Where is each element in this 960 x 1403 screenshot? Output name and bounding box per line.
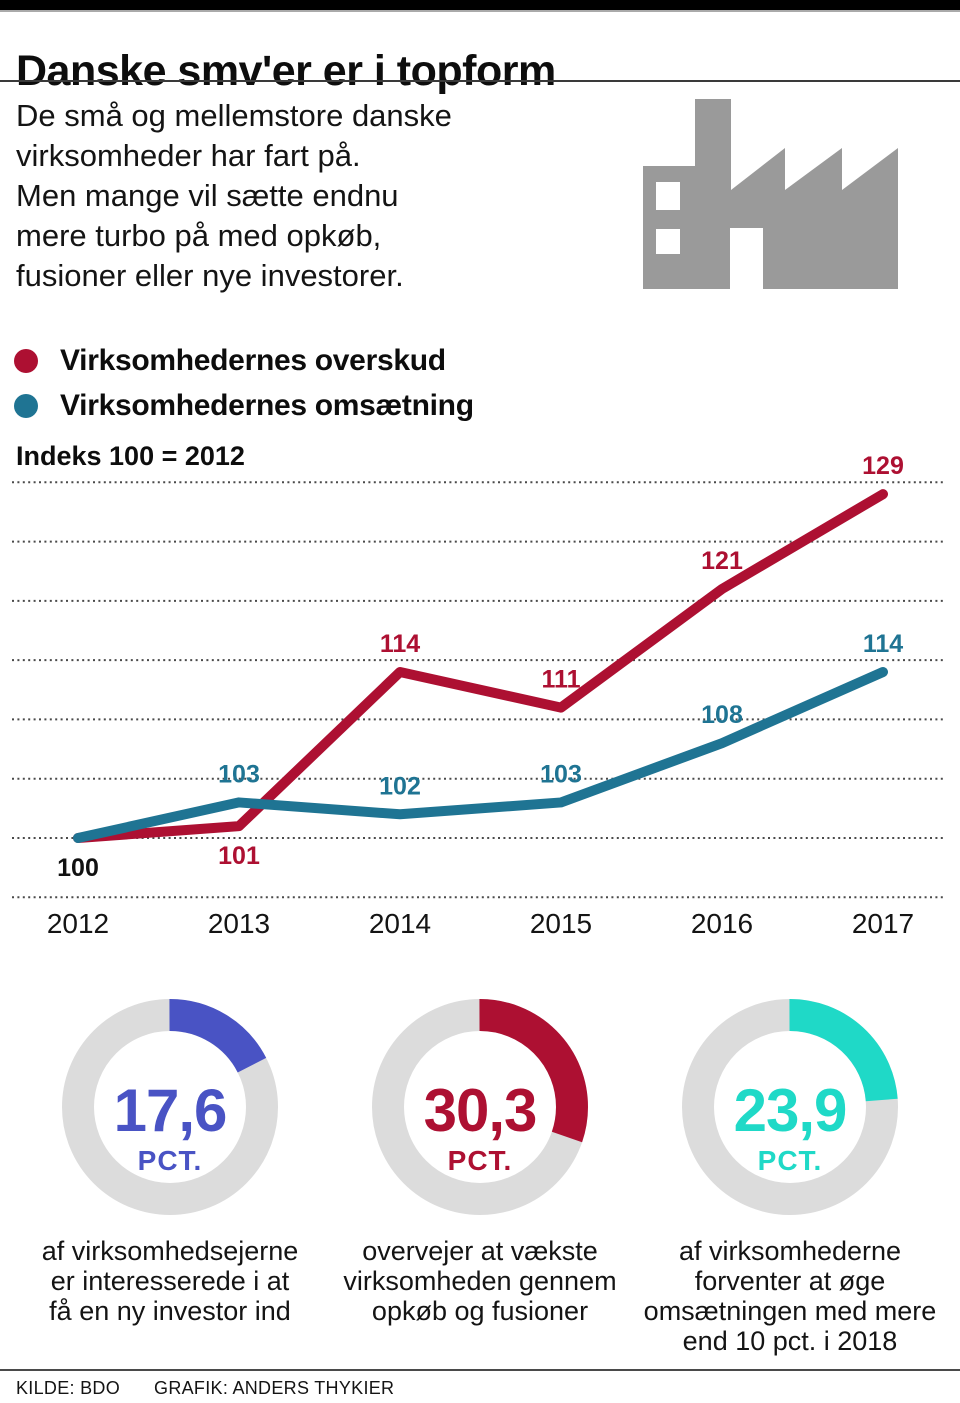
- svg-text:114: 114: [863, 630, 903, 658]
- donut-caption: af virksomhederne forventer at øge omsæt…: [643, 1236, 937, 1356]
- svg-text:100: 100: [57, 854, 99, 882]
- donut-value: 17,6: [113, 1077, 228, 1144]
- source-label: KILDE: BDO: [16, 1378, 121, 1398]
- svg-text:2013: 2013: [208, 908, 270, 939]
- legend-dot-red-icon: [14, 348, 38, 373]
- svg-text:101: 101: [218, 842, 260, 870]
- svg-text:2015: 2015: [530, 908, 592, 939]
- donut-unit: PCT.: [447, 1145, 513, 1176]
- top-bar: [0, 0, 960, 12]
- legend-label: Virksomhedernes omsætning: [60, 388, 474, 422]
- donut-center: 30,3 PCT.: [370, 1081, 590, 1175]
- svg-text:2014: 2014: [369, 908, 431, 939]
- donut-chart-new-investor: 17,6 PCT.: [60, 997, 280, 1217]
- donut-center: 23,9 PCT.: [680, 1081, 900, 1175]
- donut-arc: [372, 999, 588, 1215]
- donut-caption: af virksomhedsejerne er interesserede i …: [41, 1236, 299, 1326]
- title-divider: [0, 80, 960, 82]
- svg-text:102: 102: [379, 772, 421, 800]
- legend-label: Virksomhedernes overskud: [60, 343, 446, 377]
- donut-value: 30,3: [423, 1077, 538, 1144]
- legend-dot-teal-icon: [14, 393, 38, 418]
- donut-value: 23,9: [733, 1077, 848, 1144]
- footer: KILDE: BDO GRAFIK: ANDERS THYKIER: [16, 1378, 428, 1399]
- donut-unit: PCT.: [757, 1145, 823, 1176]
- svg-text:114: 114: [380, 630, 420, 658]
- svg-text:108: 108: [701, 701, 743, 729]
- svg-text:2012: 2012: [47, 908, 109, 939]
- donut-center: 17,6 PCT.: [60, 1081, 280, 1175]
- svg-text:103: 103: [540, 760, 582, 788]
- donut-unit: PCT.: [137, 1145, 203, 1176]
- intro-text: De små og mellemstore danske virksomhede…: [16, 98, 452, 293]
- factory-window-icon: [656, 229, 680, 254]
- svg-text:129: 129: [862, 452, 904, 480]
- svg-text:121: 121: [701, 547, 743, 575]
- credit-label: GRAFIK: ANDERS THYKIER: [154, 1378, 395, 1398]
- donut-arc: [682, 999, 898, 1215]
- donut-chart-revenue-growth: 23,9 PCT.: [680, 997, 900, 1217]
- svg-text:2017: 2017: [852, 908, 914, 939]
- index-note: Indeks 100 = 2012: [16, 441, 245, 471]
- chart-legend: Virksomhedernes overskud Virksomhedernes…: [14, 338, 474, 428]
- svg-text:111: 111: [542, 666, 581, 694]
- svg-text:2016: 2016: [691, 908, 753, 939]
- donut-arc: [62, 999, 278, 1215]
- factory-icon: [643, 99, 898, 289]
- donut-caption: overvejer at vækste virksomheden gennem …: [343, 1236, 617, 1326]
- donut-chart-mergers: 30,3 PCT.: [370, 997, 590, 1217]
- legend-item-overskud: Virksomhedernes overskud: [14, 338, 474, 383]
- footer-divider: [0, 1369, 960, 1371]
- page-title: Danske smv'er er i topform: [16, 46, 556, 95]
- legend-item-omsaetning: Virksomhedernes omsætning: [14, 383, 474, 428]
- factory-window-icon: [656, 182, 680, 210]
- svg-text:103: 103: [218, 760, 260, 788]
- line-chart: 2012 2013 2014 2015 2016 2017 100 101 114 111 121 1…: [0, 452, 960, 945]
